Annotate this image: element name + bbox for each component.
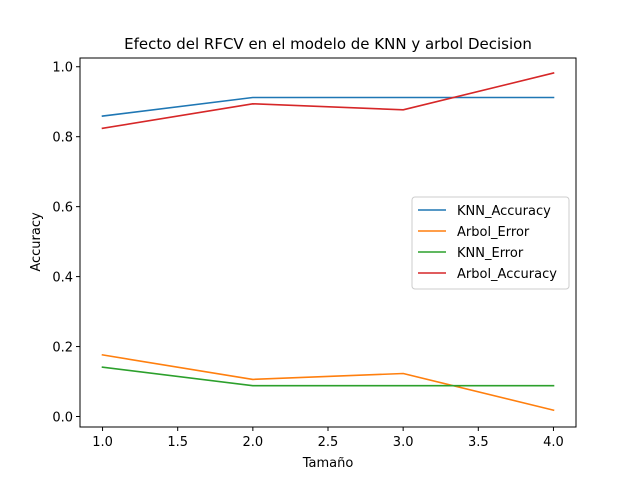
ticks: 1.0 1.5 2.0 2.5 3.0 3.5 4.0 0.0 0.2 0.4 0.6 0.8 1.0 — [52, 61, 563, 450]
legend-label: KNN_Accuracy — [457, 204, 551, 219]
y-tick-label: 0.0 — [52, 411, 73, 426]
y-axis-label: Accuracy — [29, 212, 44, 272]
legend-label: KNN_Error — [457, 246, 524, 261]
legend-box — [411, 196, 570, 290]
x-tick-label: 3.0 — [393, 435, 414, 450]
y-tick-label: 0.8 — [52, 131, 73, 146]
y-tick-label: 0.4 — [52, 271, 73, 286]
series-line-arbol-error — [101, 353, 555, 412]
series-line-knn-error — [101, 366, 555, 387]
y-tick-label: 1.0 — [52, 61, 73, 76]
series-line-knn-accuracy — [101, 96, 555, 117]
x-axis-label: Tamaño — [302, 456, 354, 471]
x-tick-label: 1.5 — [167, 435, 188, 450]
series-layer — [101, 72, 555, 412]
legend-label: Arbol_Accuracy — [457, 267, 557, 282]
chart-title: Efecto del RFCV en el modelo de KNN y ar… — [124, 35, 532, 53]
x-tick-label: 1.0 — [92, 435, 113, 450]
x-tick-label: 3.5 — [468, 435, 489, 450]
legend-label: Arbol_Error — [457, 225, 530, 240]
x-tick-label: 4.0 — [543, 435, 564, 450]
x-tick-label: 2.0 — [243, 435, 264, 450]
x-tick-label: 2.5 — [318, 435, 339, 450]
series-line-arbol-accuracy — [101, 72, 555, 130]
y-tick-label: 0.2 — [52, 341, 73, 356]
y-tick-label: 0.6 — [52, 201, 73, 216]
legend: KNN_Accuracy Arbol_Error KNN_Error Arbol_Ac… — [411, 196, 570, 290]
